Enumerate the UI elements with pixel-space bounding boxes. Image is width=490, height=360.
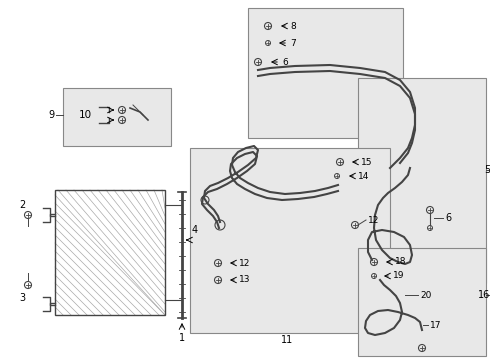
Bar [63,88,171,146]
Text: 4: 4 [192,225,198,235]
Text: 9: 9 [48,110,54,120]
Text: 18: 18 [395,257,407,266]
Text: 2: 2 [19,200,25,210]
Text: 14: 14 [358,171,369,180]
Bar [358,78,486,283]
Text: 3: 3 [19,293,25,303]
Bar [248,8,403,138]
Text: 16: 16 [478,290,490,300]
Text: 11: 11 [281,335,293,345]
Text: 19: 19 [393,271,405,280]
Bar [55,190,165,315]
Text: 12: 12 [239,258,250,267]
Text: 12: 12 [368,216,379,225]
Text: 10: 10 [79,110,92,120]
Text: 13: 13 [239,275,250,284]
Text: 7: 7 [290,39,296,48]
Text: 20: 20 [420,291,431,300]
Text: 1: 1 [179,333,185,343]
Text: 5: 5 [484,165,490,175]
Text: 17: 17 [430,320,441,329]
Text: 6: 6 [445,213,451,223]
Text: 6: 6 [282,58,288,67]
Bar [190,148,390,333]
Bar [358,248,486,356]
Text: 15: 15 [361,158,372,166]
Text: 8: 8 [290,22,296,31]
